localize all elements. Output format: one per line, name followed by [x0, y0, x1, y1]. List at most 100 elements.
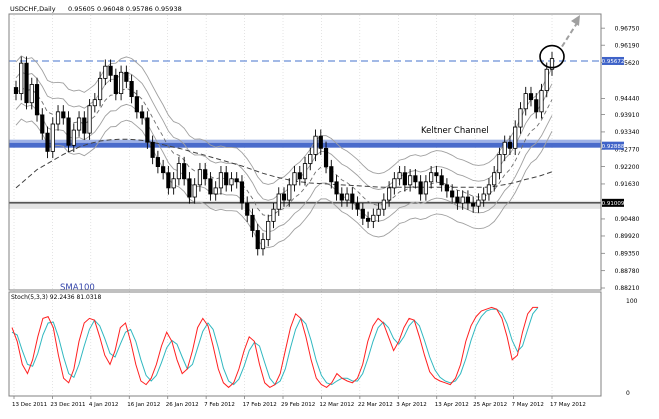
- stoch-tick-label: 0: [626, 390, 630, 397]
- resistance-tag-bg: [602, 56, 624, 65]
- stoch-pane-frame: [8, 291, 602, 397]
- highlight-circle: [539, 44, 565, 69]
- candle-body: [276, 193, 281, 210]
- candle-body: [197, 169, 203, 186]
- candle-body: [255, 230, 260, 250]
- candle-body: [308, 154, 313, 164]
- price-tick-label: 0.93910: [615, 112, 640, 119]
- candle-body: [528, 93, 534, 101]
- candle-body: [339, 193, 344, 201]
- price-tick-label: 0.89920: [615, 233, 640, 240]
- candle-body: [371, 214, 376, 222]
- candle-body: [518, 108, 523, 128]
- candle-body: [66, 117, 71, 146]
- keltner-middle: [15, 86, 553, 217]
- date-tick-label: 16 Jan 2012: [127, 402, 160, 408]
- candle-body: [76, 117, 82, 131]
- candle-body: [471, 202, 476, 207]
- candle-body: [392, 178, 397, 189]
- candle-body: [260, 239, 266, 250]
- price-tick-label: 0.88780: [615, 268, 640, 275]
- candle-body: [281, 193, 287, 201]
- candle-body: [434, 172, 439, 177]
- candle-body: [134, 96, 139, 113]
- candle-body: [145, 117, 150, 143]
- candle-body: [313, 135, 318, 155]
- date-tick-label: 3 Apr 2012: [396, 402, 427, 408]
- price-axis: 0.96750 0.96190 0.95620 0.94440 0.93910 0.933…: [601, 25, 640, 292]
- support-band: [9, 142, 601, 148]
- date-tick-label: 29 Feb 2012: [281, 402, 315, 408]
- candle-body: [492, 172, 497, 186]
- candle-body: [549, 58, 555, 70]
- support-tag: 0.91009: [602, 201, 625, 207]
- date-tick-label: 4 Jan 2012: [89, 402, 118, 408]
- candle-body: [450, 190, 455, 198]
- candle-body: [502, 141, 507, 155]
- price-tick-label: 0.90480: [615, 216, 640, 223]
- candle-body: [534, 99, 539, 113]
- price-tick-label: 0.96190: [615, 42, 640, 49]
- candle-body: [187, 178, 192, 198]
- date-tick-label: 7 May 2012: [512, 402, 544, 408]
- candle-body: [166, 172, 171, 189]
- date-axis: 13 Dec 2011 23 Dec 2011 4 Jan 2012 16 Jan 2…: [12, 396, 586, 408]
- candle-body: [29, 84, 34, 104]
- candle-body: [329, 166, 334, 183]
- stoch-main-line: [11, 306, 538, 389]
- candle-body: [323, 147, 329, 168]
- candle-body: [218, 172, 224, 189]
- candle-body: [192, 184, 197, 198]
- candle-body: [155, 157, 160, 168]
- candle-body: [208, 178, 213, 195]
- candle-body: [97, 77, 103, 101]
- date-tick-label: 25 Apr 2012: [473, 402, 507, 408]
- candle-body: [376, 208, 381, 216]
- candlesticks: [13, 51, 555, 256]
- price-tick-label: 0.93340: [615, 129, 640, 136]
- price-pane-frame: [8, 13, 602, 291]
- keltner-channel-label: Keltner Channel: [421, 126, 489, 136]
- candle-body: [234, 178, 239, 183]
- candle-body: [61, 111, 66, 119]
- date-tick-label: 13 Apr 2012: [435, 402, 469, 408]
- candle-body: [140, 111, 145, 119]
- candle-body: [55, 111, 61, 125]
- candle-body: [213, 187, 218, 195]
- candle-body: [460, 196, 465, 204]
- candle-body: [365, 217, 371, 222]
- keltner-lower-outer: [15, 118, 553, 249]
- candle-body: [129, 81, 134, 98]
- date-tick-label: 12 Mar 2012: [319, 402, 354, 408]
- sma100-line: [15, 138, 553, 189]
- candle-body: [481, 193, 486, 201]
- price-tags: 0.95672 0.92888 0.91009: [602, 56, 625, 207]
- candle-body: [318, 135, 323, 149]
- candle-body: [360, 208, 365, 219]
- candle-body: [229, 178, 234, 186]
- candle-body: [50, 123, 55, 152]
- candle-body: [71, 129, 76, 146]
- candle-body: [118, 71, 124, 94]
- date-tick-label: 7 Feb 2012: [204, 402, 235, 408]
- support-shade: [9, 200, 601, 209]
- candle-body: [13, 87, 19, 94]
- candle-body: [344, 193, 350, 201]
- candle-body: [476, 199, 481, 207]
- candle-body: [350, 193, 355, 204]
- stoch-tick-label: 100: [626, 298, 638, 305]
- price-tick-label: 0.95620: [615, 60, 640, 67]
- candle-body: [444, 184, 450, 192]
- candle-body: [161, 166, 166, 174]
- candle-body: [402, 172, 407, 186]
- candle-body: [87, 105, 92, 134]
- date-tick-label: 13 Dec 2011: [12, 402, 47, 408]
- candle-body: [544, 68, 549, 91]
- candle-body: [429, 172, 434, 183]
- candle-body: [176, 163, 182, 180]
- price-tick-label: 0.89350: [615, 251, 640, 258]
- candle-body: [239, 181, 245, 204]
- price-tick-label: 0.96750: [615, 25, 640, 32]
